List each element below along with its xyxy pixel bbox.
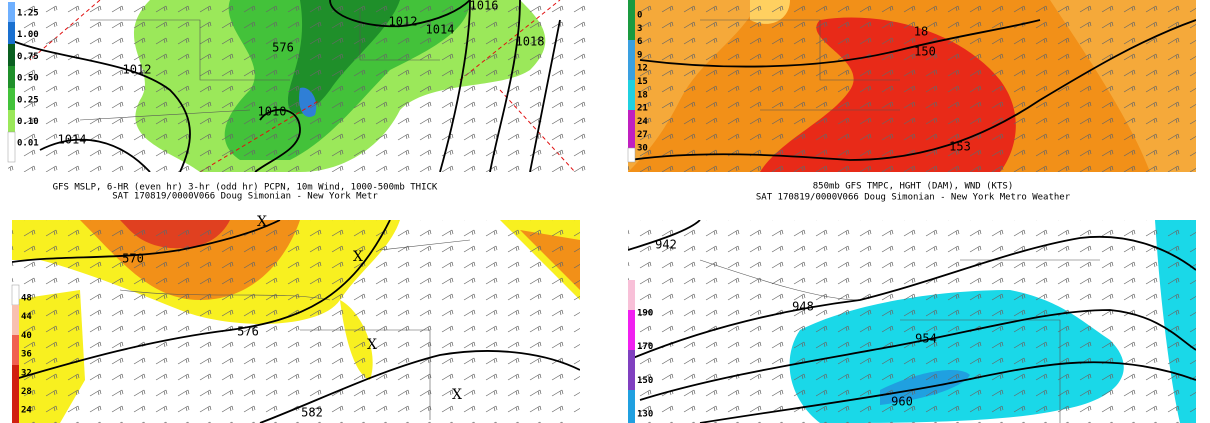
legend-label: 28 — [21, 387, 32, 397]
legend-label: 9 — [637, 50, 642, 60]
contour-label: 1014 — [58, 133, 87, 147]
contour-label: 1010 — [258, 105, 287, 119]
legend-850mb — [627, 0, 636, 163]
panel-500mb — [12, 220, 580, 423]
contour-label: 1012 — [123, 63, 152, 77]
contour-label: 1016 — [470, 0, 499, 13]
legend-label: 0.50 — [17, 74, 39, 84]
legend-label: 32 — [21, 368, 32, 378]
contour-label: X — [257, 214, 267, 230]
contour-label: 960 — [891, 395, 913, 409]
legend-label: 0.01 — [17, 139, 39, 149]
panel-precip — [8, 0, 588, 172]
legend-label: 190 — [637, 309, 653, 319]
legend-precip — [7, 2, 16, 163]
legend-label: 12 — [637, 64, 648, 74]
contour-label: 954 — [915, 332, 937, 346]
contour-label: 948 — [792, 300, 814, 314]
legend-label: 44 — [21, 312, 32, 322]
contour-label: X — [452, 387, 462, 403]
legend-label: 15 — [637, 77, 648, 87]
contour-label: 576 — [272, 41, 294, 55]
legend-label: 6 — [637, 37, 642, 47]
caption: GFS MSLP, 6-HR (even hr) 3-hr (odd hr) P… — [53, 183, 438, 193]
legend-label: 1.00 — [17, 30, 39, 40]
contour-label: 1012 — [389, 15, 418, 29]
contour-label: 1018 — [516, 35, 545, 49]
legend-label: 18 — [637, 90, 648, 100]
legend-label: 24 — [637, 117, 648, 127]
panel-850mb — [628, 0, 1196, 172]
legend-label: 0 — [637, 11, 642, 21]
caption: 850mb GFS TMPC, HGHT (DAM), WND (KTS) — [813, 182, 1013, 192]
contour-label: 582 — [301, 406, 323, 420]
legend-label: 0.25 — [17, 95, 39, 105]
contour-label: 576 — [237, 325, 259, 339]
contour-label: X — [353, 249, 363, 265]
labels: 1.25 1.00 0.75 0.50 0.25 0.10 0.01 576 1012 1012 1… — [17, 0, 1071, 420]
panel-300mb — [628, 220, 1196, 423]
legend-label: 24 — [21, 406, 32, 416]
contour-label: 153 — [949, 140, 971, 154]
contour-label: 1014 — [426, 23, 455, 37]
legend-label: 1.25 — [17, 9, 39, 19]
legend-label: 130 — [637, 410, 653, 420]
legend-label: 150 — [637, 376, 653, 386]
contour-label: 942 — [655, 238, 677, 252]
legend-label: 36 — [21, 350, 32, 360]
legend-label: 0.75 — [17, 52, 39, 62]
legend-300mb — [628, 280, 635, 423]
contour-label: 18 — [914, 25, 928, 39]
legend-label: 40 — [21, 331, 32, 341]
legend-label: 48 — [21, 294, 32, 304]
caption: SAT 170819/0000V066 Doug Simonian - New … — [756, 193, 1071, 203]
legend-label: 30 — [637, 144, 648, 154]
caption: SAT 170819/0000V066 Doug Simonian - New … — [112, 192, 378, 202]
legend-500mb — [11, 284, 20, 423]
legend-label: 170 — [637, 342, 653, 352]
legend-label: 27 — [637, 130, 648, 140]
legend-label: 3 — [637, 24, 642, 34]
contour-label: 570 — [122, 252, 144, 266]
legend-label: 21 — [637, 104, 648, 114]
legend-label: 0.10 — [17, 117, 39, 127]
contour-label: X — [367, 337, 377, 353]
contour-label: 150 — [914, 45, 936, 59]
